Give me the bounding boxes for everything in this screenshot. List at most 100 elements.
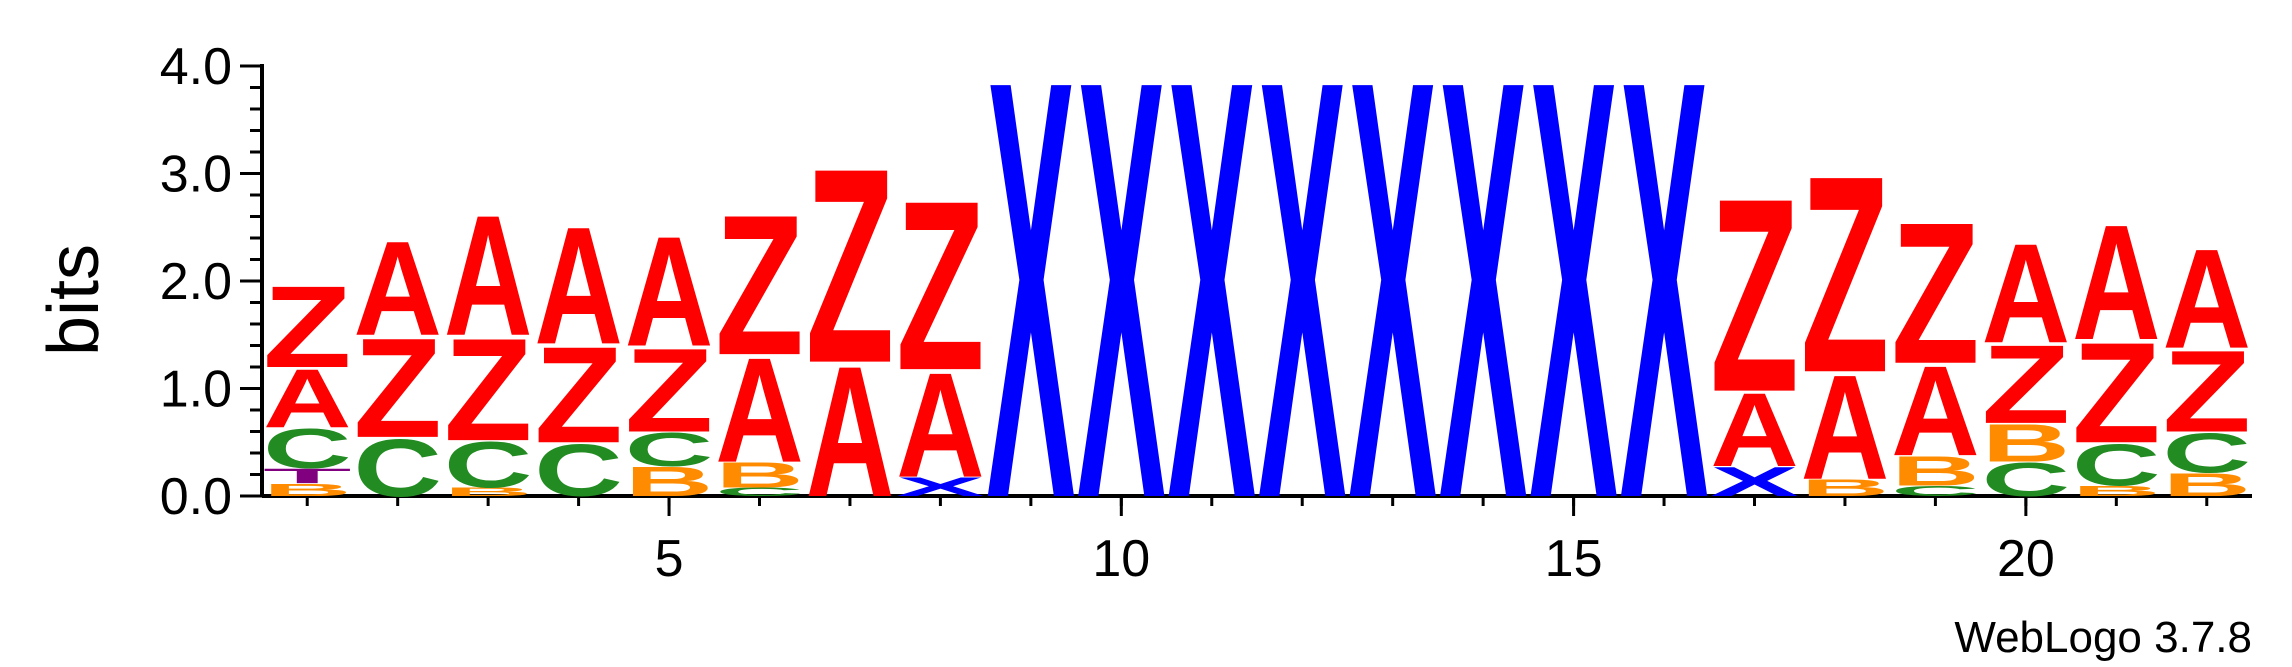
letter-b-glyph: B: [625, 459, 714, 506]
axes: 0.0 1.0 2.0 3.0 4.0 5 10 15 20: [160, 38, 2252, 588]
letter-x-glyph: X: [1439, 0, 1528, 623]
letter-a-mark: A: [625, 204, 714, 379]
letter-a-glyph: A: [444, 179, 533, 371]
letter-z-glyph: Z: [1801, 119, 1890, 432]
letter-c-glyph: C: [715, 485, 804, 498]
letter-b-glyph: B: [1891, 448, 1980, 495]
letter-x-glyph: X: [1077, 0, 1166, 623]
letter-z-glyph: Z: [896, 151, 985, 422]
letter-a-glyph: A: [353, 215, 442, 364]
x-tick-label: 15: [1545, 530, 1603, 588]
letter-a-glyph: A: [806, 328, 895, 536]
letter-c-glyph: C: [2162, 422, 2251, 485]
letter-x-mark: X: [896, 472, 985, 502]
y-tick-label: 3.0: [160, 146, 232, 204]
letter-x-mark: X: [1348, 0, 1437, 623]
letter-z-mark: Z: [715, 174, 804, 397]
letter-b-glyph: B: [444, 485, 533, 498]
letter-a-mark: A: [2162, 220, 2251, 378]
letter-z-mark: Z: [1801, 119, 1890, 432]
letter-b-glyph: B: [2072, 482, 2161, 499]
letter-x-glyph: X: [1620, 0, 1709, 623]
letter-c-mark: C: [1982, 453, 2071, 506]
letter-c-mark: C: [263, 418, 352, 481]
letter-c-mark: C: [444, 428, 533, 501]
x-tick-label: 5: [655, 530, 684, 588]
letter-c-mark: C: [625, 423, 714, 476]
letter-c-mark: C: [534, 428, 623, 512]
letter-a-glyph: A: [896, 341, 985, 508]
letter-b-glyph: B: [2162, 467, 2251, 504]
x-tick-label: 10: [1092, 530, 1150, 588]
letter-a-mark: A: [2072, 191, 2161, 375]
letter-a-glyph: A: [1801, 343, 1890, 510]
letter-z-mark: Z: [806, 110, 895, 421]
letter-x-mark: X: [1529, 0, 1618, 623]
letter-a-glyph: A: [625, 204, 714, 379]
letter-b-mark: B: [625, 459, 714, 506]
letter-a-glyph: A: [1982, 215, 2071, 373]
letter-c-glyph: C: [263, 418, 352, 481]
letter-a-mark: A: [1982, 215, 2071, 373]
letter-c-glyph: C: [625, 423, 714, 476]
letter-c-mark: C: [715, 485, 804, 498]
letter-x-mark: X: [1258, 0, 1347, 623]
y-tick-label: 4.0: [160, 38, 232, 96]
letter-b-mark: B: [1891, 448, 1980, 495]
letter-c-glyph: C: [1891, 482, 1980, 499]
letter-x-glyph: X: [1167, 0, 1256, 623]
letter-z-glyph: Z: [2162, 326, 2251, 456]
letter-b-glyph: B: [263, 480, 352, 500]
letter-c-glyph: C: [534, 428, 623, 512]
letter-b-mark: B: [2162, 467, 2251, 504]
letter-c-glyph: C: [1982, 453, 2071, 506]
letter-a-mark: A: [1801, 343, 1890, 510]
letter-x-mark: X: [1620, 0, 1709, 623]
y-tick-label: 2.0: [160, 253, 232, 311]
letter-z-mark: Z: [2072, 313, 2161, 473]
letter-x-mark: X: [1077, 0, 1166, 623]
letter-a-mark: A: [896, 341, 985, 508]
letter-a-mark: A: [534, 193, 623, 380]
letter-z-glyph: Z: [1891, 181, 1980, 406]
letter-z-glyph: Z: [625, 324, 714, 457]
letter-c-glyph: C: [2072, 432, 2161, 498]
letter-x-glyph: X: [1348, 0, 1437, 623]
letter-z-glyph: Z: [263, 262, 352, 392]
letter-a-mark: A: [444, 179, 533, 371]
letter-a-glyph: A: [534, 193, 623, 380]
letter-b-mark: B: [444, 485, 533, 498]
letter-a-mark: A: [806, 328, 895, 536]
letter-z-mark: Z: [534, 318, 623, 472]
letter-a-glyph: A: [1891, 339, 1980, 483]
letter-a-glyph: A: [715, 326, 804, 493]
letter-x-mark: X: [1710, 458, 1799, 505]
letter-z-mark: Z: [444, 307, 533, 471]
letter-b-mark: B: [1801, 474, 1890, 501]
letter-z-glyph: Z: [2072, 313, 2161, 473]
letter-c-glyph: C: [444, 428, 533, 501]
letter-z-mark: Z: [263, 262, 352, 392]
y-tick-label: 0.0: [160, 468, 232, 526]
letter-z-mark: Z: [353, 309, 442, 467]
letter-a-mark: A: [715, 326, 804, 493]
letter-t-glyph: T: [263, 464, 352, 487]
letter-z-mark: Z: [1710, 140, 1799, 449]
letter-a-mark: A: [1710, 372, 1799, 488]
letter-x-mark: X: [987, 0, 1076, 623]
letter-x-mark: X: [1439, 0, 1528, 623]
letter-z-glyph: Z: [806, 110, 895, 421]
letter-a-glyph: A: [2072, 191, 2161, 375]
letter-z-mark: Z: [1982, 323, 2071, 447]
letter-x-glyph: X: [1258, 0, 1347, 623]
letter-x-glyph: X: [1529, 0, 1618, 623]
letter-z-glyph: Z: [715, 174, 804, 397]
letter-z-mark: Z: [1891, 181, 1980, 406]
letter-b-glyph: B: [1801, 474, 1890, 501]
letter-b-mark: B: [1982, 413, 2071, 473]
letter-z-glyph: Z: [1982, 323, 2071, 447]
letter-c-mark: C: [2072, 432, 2161, 498]
letter-c-mark: C: [2162, 422, 2251, 485]
